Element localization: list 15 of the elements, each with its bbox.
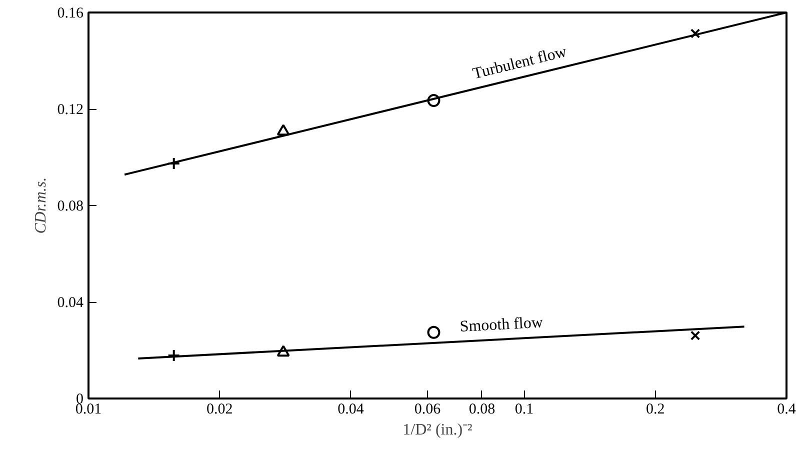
x-axis-title: 1/D² (in.)⁻² (402, 422, 473, 438)
series-label: Smooth flow (459, 314, 544, 336)
x-tick-label: 0.2 (646, 402, 665, 418)
x-tick-label: 0.08 (468, 402, 496, 418)
y-tick-label: 0.04 (57, 295, 84, 311)
text: Turbulent flow (471, 43, 569, 83)
x-tick-label: 0.04 (338, 402, 364, 418)
x-tick-label: 0.1 (514, 402, 534, 418)
y-tick-label: 0.12 (57, 102, 84, 118)
y-axis-title: CDr.m.s. (32, 177, 50, 234)
x-tick-label: 0.02 (206, 402, 233, 418)
y-tick-label: 0.08 (57, 198, 84, 214)
y-tick-label: 0.16 (57, 6, 84, 22)
x-tick-label: 0.4 (777, 402, 796, 418)
x-tick-label: 0.06 (414, 402, 442, 418)
